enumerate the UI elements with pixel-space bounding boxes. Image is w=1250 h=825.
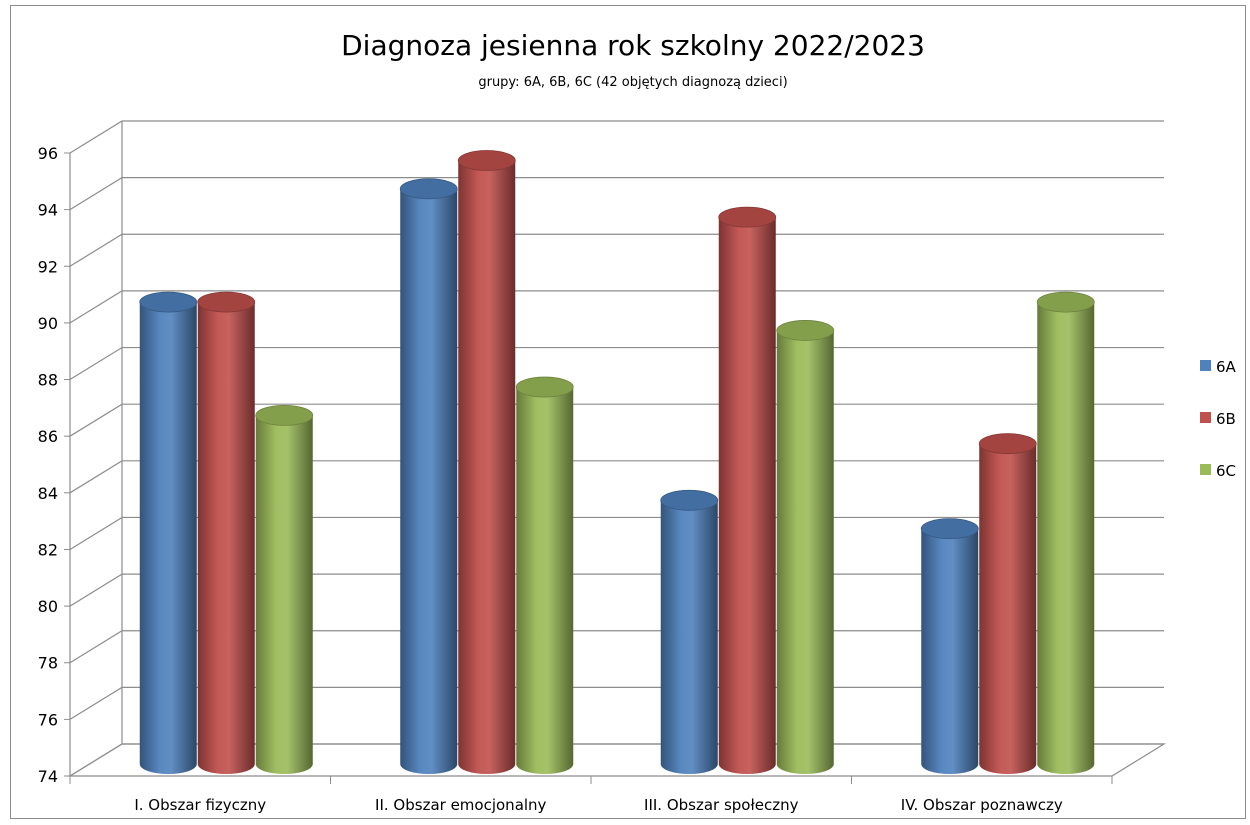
bar-top bbox=[255, 404, 314, 426]
chart-subtitle: grupy: 6A, 6B, 6C (42 objętych diagnozą … bbox=[478, 75, 787, 90]
bar-top bbox=[197, 291, 256, 313]
gridline bbox=[69, 120, 1164, 154]
y-tick-label: 92 bbox=[38, 257, 58, 276]
y-tick-label: 80 bbox=[38, 597, 58, 616]
bar bbox=[139, 291, 198, 774]
legend-label: 6C bbox=[1216, 462, 1236, 480]
bar-body bbox=[516, 387, 574, 774]
legend-swatch bbox=[1200, 412, 1211, 423]
bar-top bbox=[718, 206, 777, 228]
bar bbox=[399, 178, 458, 774]
bar-body bbox=[718, 217, 776, 774]
y-axis: 74 76 78 80 82 84 86 88 90 92 94 96 bbox=[38, 144, 70, 786]
bar bbox=[255, 404, 314, 774]
bar bbox=[515, 376, 574, 774]
y-tick-label: 94 bbox=[38, 201, 58, 220]
bar-top bbox=[515, 376, 574, 398]
bar-top bbox=[776, 320, 835, 341]
legend: 6A 6B 6C bbox=[1200, 358, 1237, 480]
bar-body bbox=[139, 302, 197, 774]
bar bbox=[920, 518, 979, 774]
y-tick-label: 84 bbox=[38, 484, 58, 503]
bar-body bbox=[776, 330, 834, 774]
bar bbox=[457, 150, 516, 774]
x-axis: I. Obszar fizyczny II. Obszar emocjonalny… bbox=[69, 776, 1113, 814]
bars bbox=[139, 150, 1095, 774]
bar bbox=[718, 206, 777, 774]
bar bbox=[978, 433, 1037, 774]
legend-label: 6B bbox=[1216, 410, 1236, 428]
gridline bbox=[69, 290, 1164, 324]
y-tick-label: 74 bbox=[38, 767, 58, 786]
legend-label: 6A bbox=[1216, 358, 1237, 376]
x-category-label: II. Obszar emocjonalny bbox=[375, 796, 547, 814]
bar bbox=[776, 320, 835, 774]
bar bbox=[660, 489, 719, 774]
x-category-label: I. Obszar fizyczny bbox=[134, 796, 266, 814]
gridline bbox=[69, 233, 1164, 267]
x-category-label: III. Obszar społeczny bbox=[644, 796, 799, 814]
bar-top bbox=[457, 150, 516, 171]
bar-body bbox=[197, 302, 255, 774]
x-category-label: IV. Obszar poznawczy bbox=[901, 796, 1063, 814]
legend-swatch bbox=[1200, 464, 1211, 475]
legend-swatch bbox=[1200, 360, 1211, 371]
chart-title: Diagnoza jesienna rok szkolny 2022/2023 bbox=[341, 29, 925, 62]
y-tick-label: 82 bbox=[38, 540, 58, 559]
bar-top bbox=[1036, 291, 1095, 313]
bar-top bbox=[399, 178, 458, 200]
bar bbox=[197, 291, 256, 774]
y-tick-label: 90 bbox=[38, 314, 58, 333]
bar-body bbox=[255, 415, 313, 774]
y-tick-label: 88 bbox=[38, 371, 58, 390]
bar-body bbox=[921, 528, 979, 774]
bar-body bbox=[400, 188, 458, 774]
y-tick-label: 78 bbox=[38, 654, 58, 673]
gridline bbox=[69, 177, 1164, 211]
y-tick-label: 76 bbox=[38, 710, 58, 729]
bar-top bbox=[920, 518, 979, 540]
y-tick-label: 96 bbox=[38, 144, 58, 163]
bar-body bbox=[458, 160, 516, 774]
bar bbox=[1036, 291, 1095, 774]
bar-top bbox=[660, 489, 719, 511]
bar-body bbox=[979, 443, 1037, 774]
bar-body bbox=[1037, 302, 1095, 774]
bar-body bbox=[660, 500, 718, 774]
y-tick-label: 86 bbox=[38, 427, 58, 446]
bar-top bbox=[139, 291, 198, 313]
bar-top bbox=[978, 433, 1037, 455]
